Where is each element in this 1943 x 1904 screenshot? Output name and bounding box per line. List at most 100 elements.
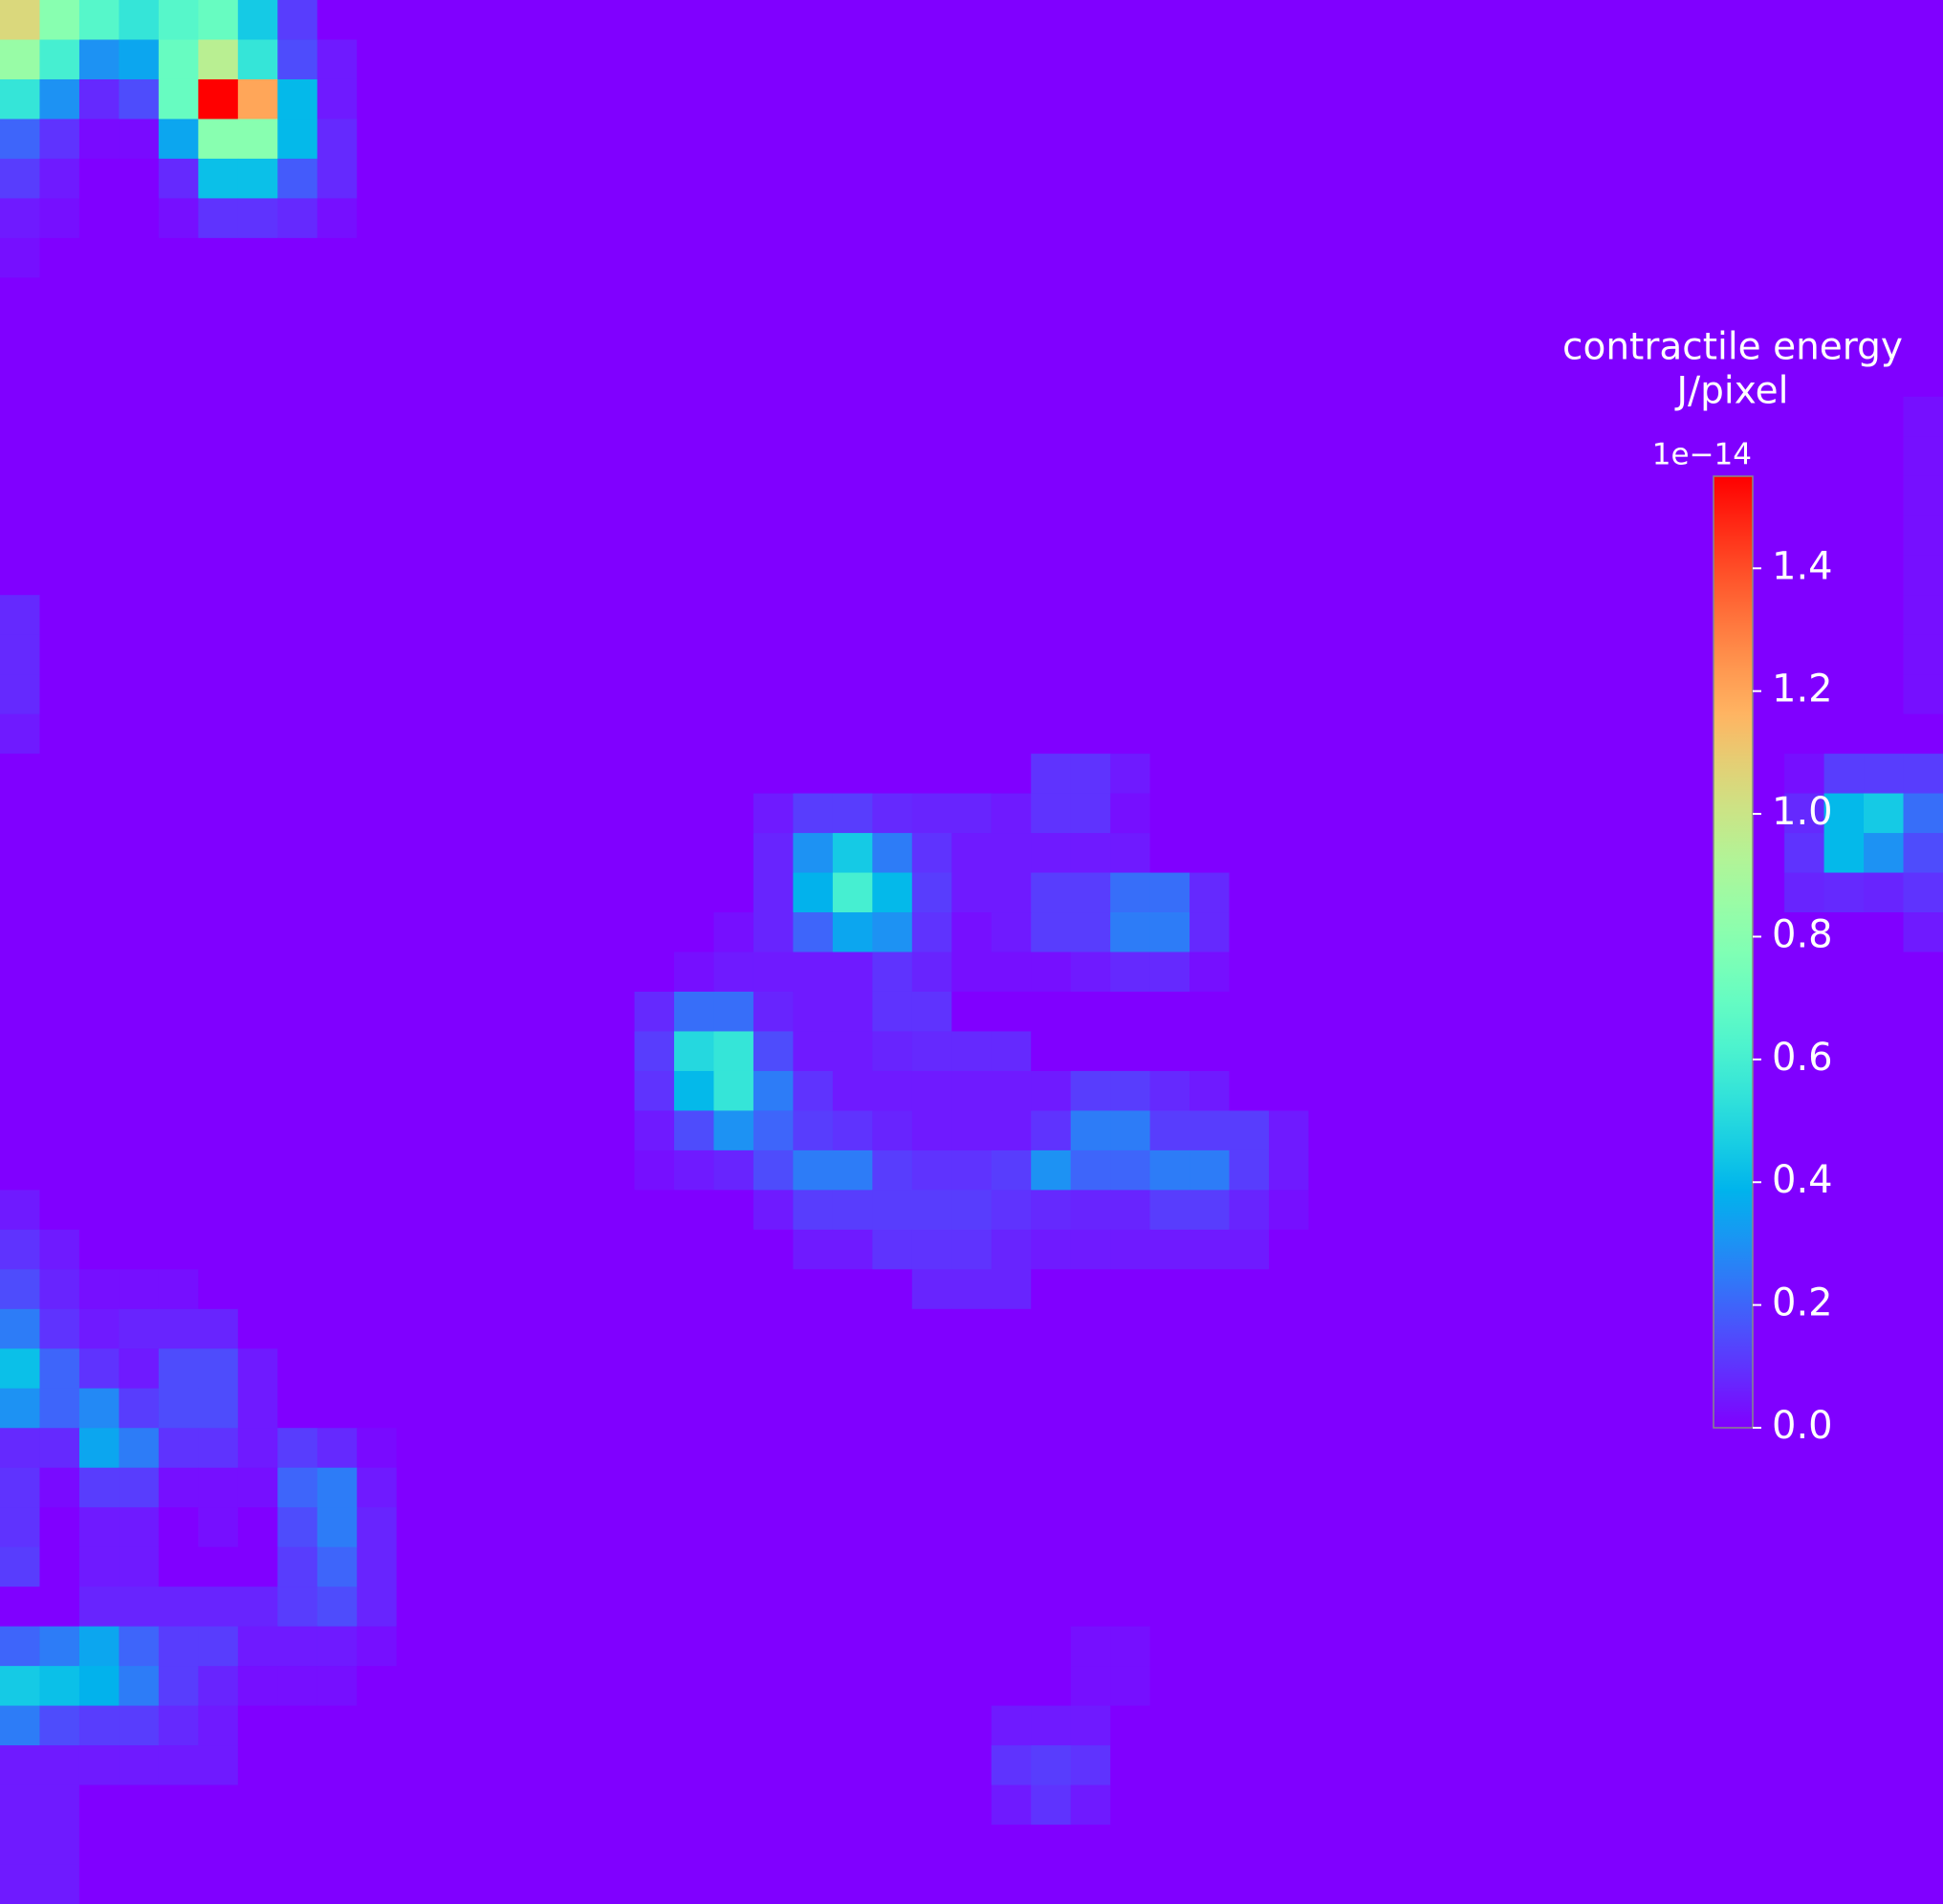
heatmap-cell xyxy=(1546,436,1587,477)
heatmap-cell xyxy=(1784,991,1825,1033)
heatmap-cell xyxy=(1665,119,1706,160)
heatmap-cell xyxy=(753,515,794,557)
heatmap-cell xyxy=(1665,674,1706,715)
heatmap-cell xyxy=(595,1507,636,1548)
heatmap-cell xyxy=(1903,555,1943,596)
heatmap-cell xyxy=(713,1110,754,1151)
heatmap-cell xyxy=(555,1546,596,1587)
heatmap-cell xyxy=(1864,396,1905,437)
heatmap-cell xyxy=(1864,1825,1905,1866)
heatmap-cell xyxy=(1229,754,1270,795)
heatmap-cell xyxy=(1427,475,1468,516)
heatmap-cell xyxy=(1190,198,1231,239)
heatmap-cell xyxy=(1070,674,1111,715)
heatmap-cell xyxy=(1347,515,1389,557)
heatmap-cell xyxy=(1585,1666,1626,1707)
heatmap-cell xyxy=(1149,1269,1190,1310)
heatmap-cell xyxy=(0,634,41,675)
heatmap-cell xyxy=(1031,1587,1072,1628)
heatmap-cell xyxy=(357,952,398,993)
heatmap-cell xyxy=(872,1507,913,1548)
heatmap-cell xyxy=(1070,396,1111,437)
heatmap-cell xyxy=(1585,436,1626,477)
heatmap-cell xyxy=(832,991,873,1033)
heatmap-cell xyxy=(1229,277,1270,318)
heatmap-cell xyxy=(1823,833,1865,874)
heatmap-cell xyxy=(1070,634,1111,675)
heatmap-cell xyxy=(1823,1428,1865,1469)
heatmap-cell xyxy=(1229,1269,1270,1310)
heatmap-cell xyxy=(1467,872,1508,913)
heatmap-cell xyxy=(1070,436,1111,477)
heatmap-cell xyxy=(872,158,913,199)
heatmap-cell xyxy=(1626,237,1667,278)
heatmap-cell xyxy=(793,1348,834,1390)
heatmap-cell xyxy=(1308,158,1349,199)
heatmap-cell xyxy=(1308,237,1349,278)
heatmap-cell xyxy=(1229,1825,1270,1866)
heatmap-cell xyxy=(78,674,120,715)
heatmap-cell xyxy=(317,1388,358,1429)
heatmap-cell xyxy=(1110,952,1151,993)
heatmap-cell xyxy=(1823,515,1865,557)
heatmap-cell xyxy=(1308,1864,1349,1904)
heatmap-cell xyxy=(1269,1428,1310,1469)
heatmap-cell xyxy=(1585,1784,1626,1826)
heatmap-cell xyxy=(1110,1825,1151,1866)
heatmap-cell xyxy=(872,1348,913,1390)
heatmap-cell xyxy=(872,1269,913,1310)
heatmap-cell xyxy=(1665,1149,1706,1191)
heatmap-cell xyxy=(317,357,358,398)
heatmap-cell xyxy=(198,754,239,795)
heatmap-cell xyxy=(0,1587,41,1628)
heatmap-cell xyxy=(1864,1308,1905,1349)
heatmap-cell xyxy=(1031,0,1072,41)
heatmap-cell xyxy=(277,1467,318,1508)
heatmap-cell xyxy=(515,1666,557,1707)
heatmap-cell xyxy=(951,1745,993,1786)
heatmap-cell xyxy=(634,1149,675,1191)
heatmap-cell xyxy=(595,119,636,160)
heatmap-cell xyxy=(237,475,278,516)
heatmap-cell xyxy=(634,1110,675,1151)
heatmap-cell xyxy=(1823,595,1865,636)
heatmap-cell xyxy=(753,833,794,874)
heatmap-cell xyxy=(1903,1269,1943,1310)
heatmap-cell xyxy=(475,1587,516,1628)
heatmap-cell xyxy=(832,515,873,557)
heatmap-cell xyxy=(1427,158,1468,199)
heatmap-cell xyxy=(119,158,160,199)
heatmap-cell xyxy=(39,237,80,278)
heatmap-cell xyxy=(436,357,477,398)
heatmap-cell xyxy=(1705,1864,1746,1904)
heatmap-cell xyxy=(1149,119,1190,160)
heatmap-cell xyxy=(1784,555,1825,596)
heatmap-cell xyxy=(0,78,41,120)
heatmap-cell xyxy=(1467,713,1508,755)
heatmap-cell xyxy=(832,872,873,913)
heatmap-cell xyxy=(832,634,873,675)
heatmap-cell xyxy=(673,1388,715,1429)
heatmap-cell xyxy=(872,1666,913,1707)
heatmap-cell xyxy=(1190,1705,1231,1746)
heatmap-cell xyxy=(673,872,715,913)
heatmap-cell xyxy=(793,237,834,278)
heatmap-cell xyxy=(673,515,715,557)
heatmap-cell xyxy=(1467,634,1508,675)
heatmap-cell xyxy=(1467,674,1508,715)
heatmap-cell xyxy=(1427,1587,1468,1628)
heatmap-cell xyxy=(1903,1587,1943,1628)
heatmap-cell xyxy=(555,754,596,795)
heatmap-cell xyxy=(1823,1666,1865,1707)
heatmap-cell xyxy=(1229,1507,1270,1548)
heatmap-cell xyxy=(436,1269,477,1310)
heatmap-cell xyxy=(753,1110,794,1151)
heatmap-cell xyxy=(713,237,754,278)
heatmap-cell xyxy=(277,119,318,160)
heatmap-cell xyxy=(277,78,318,120)
heatmap-cell xyxy=(78,595,120,636)
heatmap-cell xyxy=(1269,475,1310,516)
heatmap-cell xyxy=(793,555,834,596)
heatmap-cell xyxy=(713,912,754,953)
heatmap-cell xyxy=(1110,1269,1151,1310)
